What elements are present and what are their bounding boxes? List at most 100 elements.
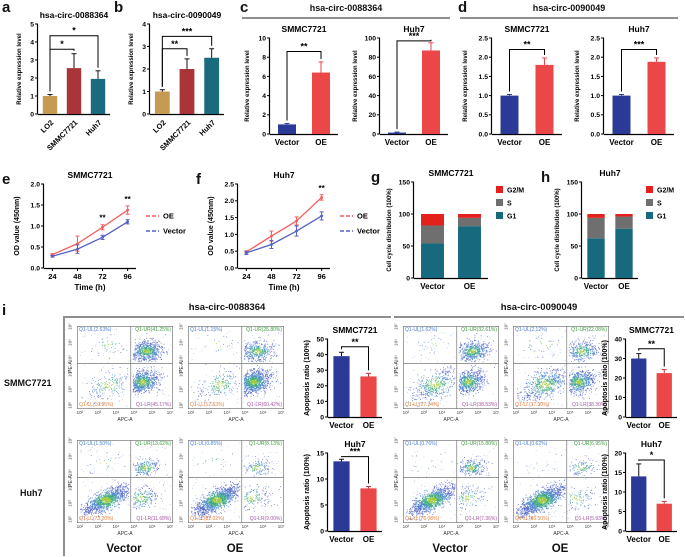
sig-label: ** bbox=[319, 184, 326, 193]
quadrant-label-ul: Q1-UL(1.62%) bbox=[405, 327, 438, 333]
flow-x-tick: 10⁴ bbox=[112, 524, 120, 529]
y-tick-label: 0.0 bbox=[31, 265, 41, 272]
flow-x-tick: 10⁶ bbox=[259, 410, 267, 415]
quadrant-label-ll: Q1-LL(27.24%) bbox=[405, 402, 440, 408]
flow-y-tick: 10³ bbox=[393, 500, 399, 507]
flow-y-tick: 10³ bbox=[503, 500, 509, 507]
sig-bracket bbox=[509, 49, 545, 92]
circle bbox=[76, 247, 79, 251]
quadrant-label-ur: Q1-UR(13.62%) bbox=[135, 441, 171, 447]
bar-LO2 bbox=[154, 91, 170, 114]
flow_88_smmc_vector-canvas bbox=[77, 326, 173, 409]
flow-x-tick: 10⁶ bbox=[584, 524, 592, 529]
flow-x-tick: 10³ bbox=[94, 524, 102, 529]
panel-letter-d: d bbox=[458, 0, 468, 16]
legend-label-OE: OE bbox=[357, 212, 368, 221]
flow-x-tick: 10⁴ bbox=[548, 524, 556, 529]
y-tick-label: 40 bbox=[614, 336, 622, 343]
sig-bracket bbox=[161, 35, 213, 87]
y-tick-label: 50 bbox=[402, 243, 410, 250]
x-tick-label: 72 bbox=[292, 272, 300, 281]
flow-y-tick: 10² bbox=[67, 401, 73, 409]
cond-label-90-oe: OE bbox=[551, 543, 569, 555]
bar-Vector bbox=[388, 132, 406, 134]
x-category-label: Vector bbox=[329, 535, 353, 544]
flow-x-tick: 10³ bbox=[94, 410, 102, 415]
flow-y-tick: 10⁷ bbox=[178, 437, 184, 445]
sig-bracket bbox=[396, 39, 432, 130]
flow_90_huh7_oe-canvas bbox=[513, 440, 609, 523]
panel-e-chart: 0.0 0.5 1.0 1.5 2.0 OD value (450nm) SMMC7721 2… bbox=[10, 166, 192, 298]
x-category-label: LO2 bbox=[151, 118, 168, 135]
flow-y-tick: 10³ bbox=[67, 500, 73, 507]
flow-y-tick: 10⁶ bbox=[67, 339, 73, 347]
quadrant-label-lr: Q1-LR(45.17%) bbox=[135, 402, 171, 408]
quadrant-label-ul: Q1-UL(1.50%) bbox=[79, 441, 112, 447]
quadrant-label-ul: Q1-UL(2.63%) bbox=[79, 327, 112, 333]
quadrant-label-lr: Q1-LR(11.68%) bbox=[136, 516, 171, 522]
flow-x-tick: 10⁶ bbox=[148, 410, 156, 415]
y-tick-label: 60 bbox=[368, 74, 376, 81]
flow-x-tick: 10⁷ bbox=[277, 410, 285, 415]
x-category-label: Vector bbox=[609, 138, 633, 147]
chart-title: SMMC7721 bbox=[505, 24, 550, 34]
y-tick-label: 50 bbox=[316, 336, 324, 343]
flow-x-tick: 10³ bbox=[205, 410, 213, 415]
y-tick-label: 0 bbox=[320, 414, 324, 421]
stack-OE-G2/M bbox=[458, 214, 481, 218]
y-tick-label: 1 bbox=[30, 93, 34, 100]
series-line-OE bbox=[52, 209, 129, 256]
flow-x-tick: 10⁶ bbox=[474, 524, 482, 529]
flow_90_smmc_vector-canvas bbox=[403, 326, 499, 409]
bar-OE bbox=[422, 50, 440, 135]
flow-x-tick: 10⁵ bbox=[241, 410, 249, 415]
chart-title: Huh7 bbox=[273, 170, 295, 180]
circle bbox=[101, 235, 104, 239]
series-line-OE bbox=[246, 196, 323, 253]
circle bbox=[295, 229, 298, 233]
x-axis-label: Time (h) bbox=[269, 283, 300, 292]
x-axis-label: Time (h) bbox=[75, 283, 106, 292]
x-tick-label: 24 bbox=[48, 272, 57, 281]
y-tick-label: 0 bbox=[406, 275, 410, 282]
quadrant-label-lr: Q1-LR(7.36%) bbox=[464, 516, 497, 522]
flow_90_smmc_oe-canvas bbox=[513, 326, 609, 409]
bar-OE bbox=[535, 64, 554, 134]
flow-x-tick: 10⁶ bbox=[474, 410, 482, 415]
panel-d-huh7-chart: 0.0 0.5 1.0 1.5 2.0 2.5 Relative expression le… bbox=[570, 22, 680, 154]
y-tick-label: 6 bbox=[262, 74, 266, 81]
y-tick-label: 0.5 bbox=[225, 249, 235, 256]
d_smmc-svg: 0.0 0.5 1.0 1.5 2.0 2.5 Relative expression le… bbox=[463, 24, 562, 147]
chart-title: SMMC7721 bbox=[333, 325, 378, 335]
flow-x-tick: 10⁵ bbox=[456, 524, 464, 529]
x-category-label: OE bbox=[315, 138, 327, 147]
flow-x-axis-label: APC-A bbox=[443, 531, 459, 537]
d_huh7-svg: 0.0 0.5 1.0 1.5 2.0 2.5 Relative expression le… bbox=[575, 24, 674, 147]
bar-OE bbox=[656, 503, 672, 531]
bar-OE bbox=[360, 488, 377, 531]
y-tick-label: 40 bbox=[316, 352, 324, 359]
flow-x-tick: 10³ bbox=[420, 410, 428, 415]
y-tick-label: 10 bbox=[316, 399, 324, 406]
panel-d-title: hsa-circ-0090049 bbox=[532, 3, 606, 13]
y-tick-label: 1.0 bbox=[591, 93, 601, 100]
x-category-label: Vector bbox=[584, 282, 608, 291]
stack-Vector-G1 bbox=[587, 238, 605, 278]
panel-c-smmc-chart: 0 2 4 6 8 10 Relative expression level SMMC7721… bbox=[240, 22, 344, 154]
y-tick-label: 3 bbox=[30, 57, 34, 64]
flow-x-tick: 10² bbox=[402, 524, 410, 529]
y-tick-label: 15 bbox=[614, 470, 622, 477]
y-tick-label: 0 bbox=[574, 275, 578, 282]
bar-Huh7 bbox=[204, 57, 220, 114]
cond-label-90-vector: Vector bbox=[432, 543, 468, 555]
sig-label: * bbox=[60, 39, 64, 49]
series-line-Vector bbox=[52, 221, 128, 257]
chart-title: Huh7 bbox=[403, 24, 425, 34]
quadrant-label-ll: Q1-LL(10.95%) bbox=[79, 402, 114, 408]
y-axis-label: Apoptosis ratio (100%) bbox=[602, 340, 609, 416]
x-category-label: OE bbox=[464, 282, 476, 291]
y-tick-label: 2.5 bbox=[591, 35, 601, 42]
sig-bracket bbox=[341, 456, 369, 484]
x-category-label: Vector bbox=[275, 138, 299, 147]
panel-b-chart: 0 1 2 3 4 Relative expression level hsa-circ-0… bbox=[124, 4, 232, 156]
